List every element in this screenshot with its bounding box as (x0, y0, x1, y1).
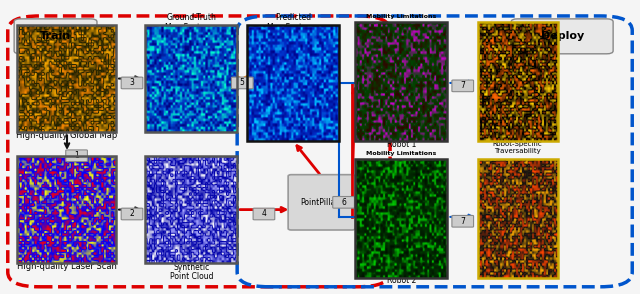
Text: Traversability: Traversability (494, 227, 541, 233)
Text: Synthetic: Synthetic (173, 263, 209, 272)
Text: 6: 6 (341, 198, 346, 207)
Text: Train: Train (40, 31, 71, 41)
Text: Deploy: Deploy (541, 31, 584, 41)
Text: Point Cloud: Point Cloud (170, 272, 213, 281)
Text: Map Features: Map Features (165, 23, 217, 32)
Text: Predicted: Predicted (275, 13, 311, 22)
Text: Map Features: Map Features (268, 23, 319, 32)
Text: 7: 7 (460, 217, 465, 226)
Text: 1: 1 (74, 151, 79, 160)
Text: Ground-Truth: Ground-Truth (166, 13, 216, 22)
Text: High-quality Global Map: High-quality Global Map (17, 131, 118, 140)
Text: Robot 2: Robot 2 (387, 276, 416, 285)
Text: 2: 2 (130, 210, 134, 218)
Text: Robot 1: Robot 1 (387, 140, 416, 148)
FancyBboxPatch shape (66, 150, 88, 162)
FancyBboxPatch shape (452, 80, 474, 92)
Text: Traversability: Traversability (494, 148, 541, 154)
FancyBboxPatch shape (121, 208, 143, 220)
Text: 7: 7 (460, 81, 465, 90)
FancyBboxPatch shape (288, 175, 355, 230)
Text: Mobility Limitations: Mobility Limitations (366, 14, 436, 19)
FancyBboxPatch shape (333, 196, 355, 208)
Text: 5: 5 (240, 78, 244, 87)
Text: Robot-Specific: Robot-Specific (493, 220, 543, 226)
Text: Robot-Specific: Robot-Specific (493, 141, 543, 147)
FancyBboxPatch shape (452, 216, 474, 227)
FancyBboxPatch shape (511, 19, 613, 54)
Text: 4: 4 (262, 210, 266, 218)
Text: PointPillars: PointPillars (300, 198, 343, 207)
FancyBboxPatch shape (232, 77, 253, 89)
FancyBboxPatch shape (253, 208, 275, 220)
Text: 3: 3 (129, 78, 134, 87)
Text: Mobility Limitations: Mobility Limitations (366, 151, 436, 156)
Text: High-quality Laser Scan: High-quality Laser Scan (17, 262, 117, 271)
FancyBboxPatch shape (121, 77, 143, 89)
FancyBboxPatch shape (14, 19, 97, 54)
